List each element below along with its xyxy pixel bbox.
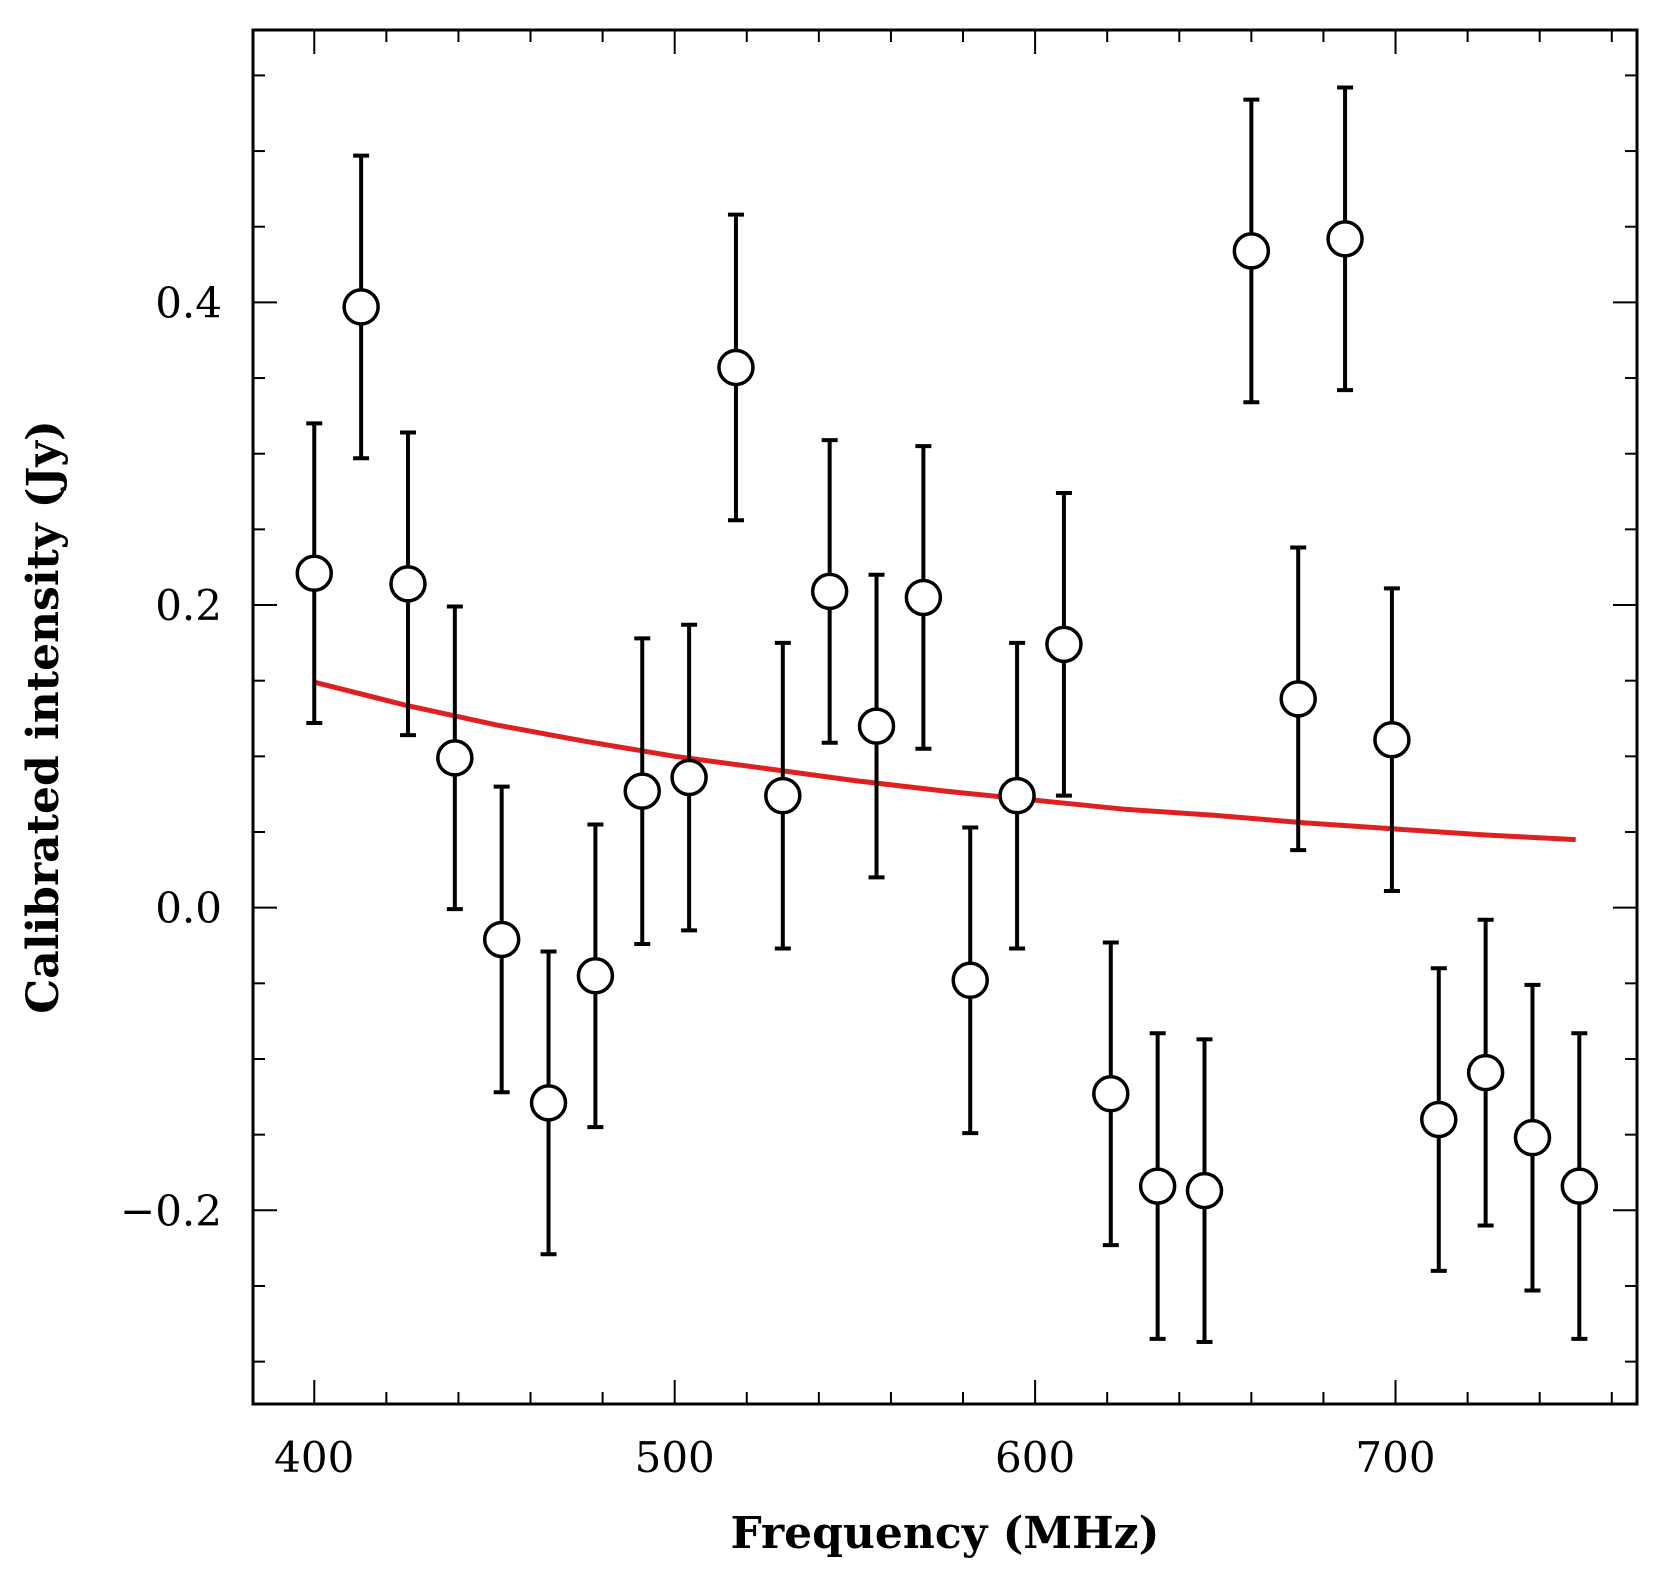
point-marker [482,920,521,959]
axis-tick-labels: 400 500 600 700 −0.2 0.0 0.2 0.4 [120,278,1436,1482]
data-point [1138,1031,1177,1341]
data-point [342,153,380,461]
data-point [1045,491,1083,798]
data-point [1185,1037,1224,1344]
x-axis-label: Frequency (MHz) [731,1508,1160,1559]
point-marker [529,1084,568,1122]
point-marker [436,739,474,777]
data-point [810,438,849,745]
point-marker [342,288,380,326]
y-tick-label: 0.4 [155,278,222,327]
point-marker [1138,1167,1177,1205]
data-point [1279,545,1317,853]
data-point [623,636,661,946]
point-marker [1466,1053,1505,1092]
data-point [576,822,615,1130]
data-point [670,622,708,933]
data-point [389,430,427,738]
point-marker [623,772,661,810]
point-marker [998,776,1036,815]
data-point [951,825,989,1136]
point-marker [764,776,802,815]
data-point [857,572,896,880]
point-marker [1326,220,1364,258]
data-point [764,640,802,951]
axis-ticks [253,30,1637,1404]
data-point [529,949,568,1257]
x-tick-label: 600 [995,1433,1075,1482]
point-marker [389,565,427,603]
point-marker [1420,1100,1458,1139]
point-marker [857,707,896,745]
point-marker [951,961,989,1000]
y-tick-label: 0.0 [155,884,222,933]
x-tick-label: 400 [274,1433,354,1482]
data-point [436,604,474,912]
point-marker [1045,625,1083,664]
data-point [482,784,521,1095]
point-marker [1232,232,1271,270]
point-marker [810,572,849,611]
point-marker [1560,1167,1599,1205]
point-marker [1513,1118,1552,1157]
data-point [1560,1031,1599,1341]
point-marker [576,957,615,995]
fit-curve [313,679,1576,843]
point-marker [1373,720,1411,759]
point-marker [1279,680,1317,718]
data-point [1232,97,1271,405]
data-point [1420,966,1458,1273]
data-point [717,212,755,523]
data-point [295,421,334,726]
point-marker [904,578,943,617]
y-tick-label: 0.2 [155,581,222,630]
data-point [1092,940,1130,1248]
data-point [1466,917,1505,1228]
point-marker [1185,1171,1224,1210]
point-marker [295,554,334,592]
y-tick-label: −0.2 [120,1186,222,1235]
data-point [1326,85,1364,393]
data-point [1513,982,1552,1293]
point-marker [717,348,755,387]
data-point [1373,586,1411,894]
data-point [904,444,943,751]
data-point [998,640,1036,951]
point-marker [670,758,708,797]
data-points [295,85,1599,1344]
point-marker [1092,1075,1130,1113]
plot-frame [251,28,1639,1406]
x-tick-label: 700 [1355,1433,1435,1482]
y-axis-label: Calibrated intensity (Jy) [18,420,69,1014]
x-tick-label: 500 [635,1433,715,1482]
